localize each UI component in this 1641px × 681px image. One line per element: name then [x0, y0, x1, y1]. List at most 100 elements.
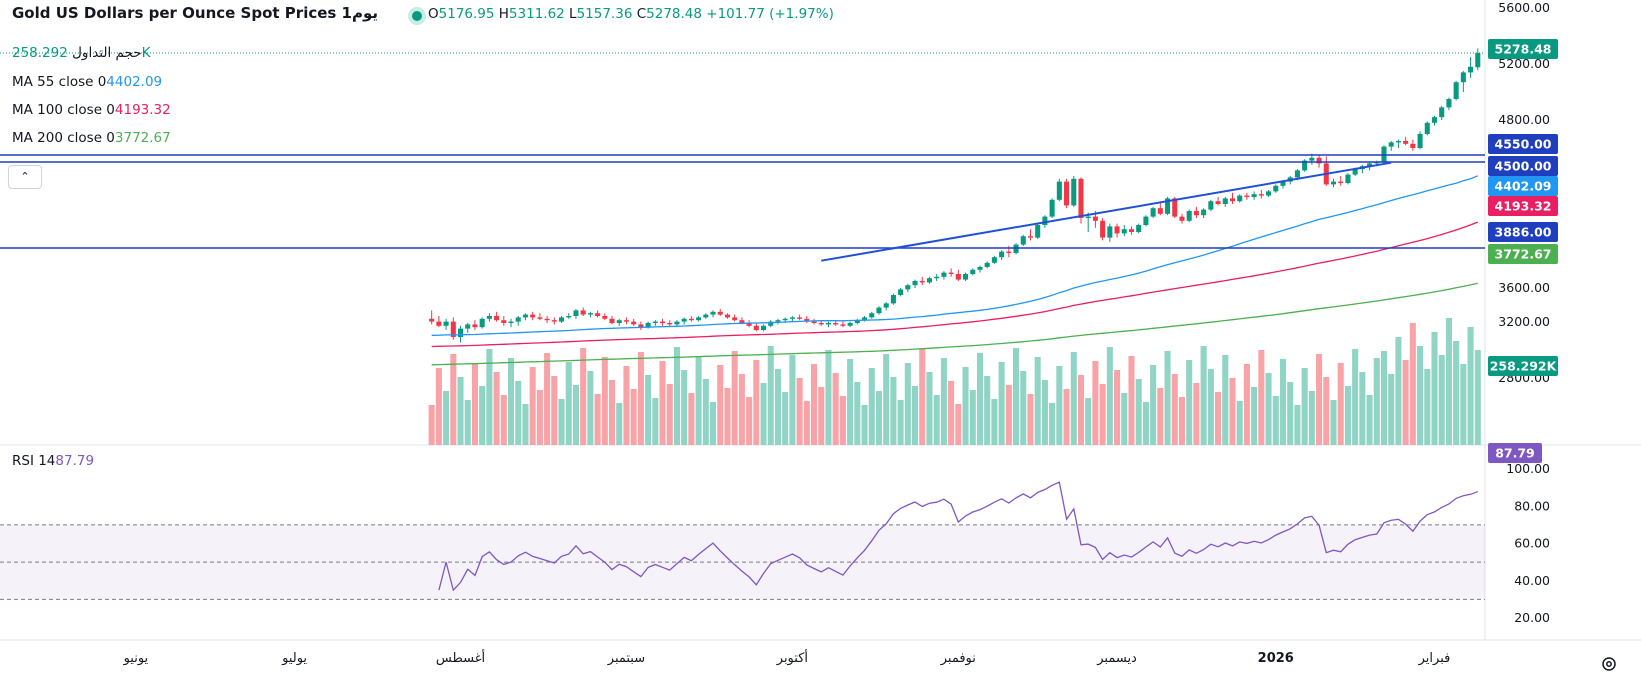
low-value: 5157.36: [576, 6, 633, 22]
candle-body: [1229, 198, 1236, 202]
volume-bar: [933, 395, 940, 445]
ma55-legend[interactable]: MA 55 close 04402.09: [12, 73, 162, 91]
candle-body: [775, 320, 781, 322]
candle-body: [963, 274, 969, 280]
volume-bar: [565, 362, 572, 445]
high-value: 5311.62: [508, 6, 565, 22]
time-axis-label: يوليو: [281, 651, 307, 666]
volume-bar: [681, 370, 688, 445]
time-axis-label: سبتمبر: [607, 651, 645, 666]
volume-bar: [948, 381, 955, 445]
collapse-legend-button[interactable]: ⌃: [8, 165, 42, 189]
candle-body: [522, 314, 528, 318]
volume-bar: [1359, 372, 1366, 445]
candle-body: [559, 317, 565, 322]
settings-gear-icon[interactable]: [1600, 655, 1618, 673]
volume-bar: [1453, 341, 1460, 445]
rsi-tick-label: 60.00: [1514, 536, 1550, 551]
volume-bar: [695, 356, 702, 445]
candle-body: [1107, 226, 1113, 238]
volume-bar: [1106, 347, 1113, 445]
candle-body: [681, 318, 687, 322]
volume-bar: [746, 397, 753, 445]
trendline: [821, 161, 1392, 262]
price-label-box: [1488, 39, 1558, 59]
volume-bar: [760, 383, 767, 445]
candle-body: [429, 318, 435, 322]
volume-bar: [1171, 374, 1178, 445]
volume-bar: [1200, 346, 1207, 445]
candle-body: [840, 324, 846, 326]
rsi-label: RSI 14: [12, 453, 56, 469]
volume-bar: [1215, 392, 1222, 445]
volume-bar: [443, 391, 450, 445]
candle-body: [1071, 178, 1077, 206]
volume-bar: [1099, 384, 1106, 445]
volume-bar: [919, 349, 926, 445]
ma200-value: 3772.67: [114, 130, 171, 146]
volume-bar: [1049, 403, 1056, 445]
volume-bar: [464, 400, 471, 445]
candle-body: [1453, 82, 1459, 99]
candle-body: [674, 321, 680, 325]
price-label-box: [1488, 134, 1558, 154]
candle-body: [1035, 225, 1041, 238]
time-axis-label: أغسطس: [436, 649, 485, 666]
volume-bar: [1265, 373, 1272, 445]
volume-bar: [854, 382, 861, 445]
volume-label-box: [1488, 356, 1558, 376]
ma200-label: MA 200 close 0: [12, 130, 115, 146]
volume-bar: [1445, 318, 1452, 445]
volume-bar: [1279, 359, 1287, 445]
candle-body: [1150, 208, 1156, 217]
rsi-legend[interactable]: RSI 1487.79: [12, 452, 94, 470]
volume-bar: [1114, 370, 1121, 445]
candle-body: [1352, 169, 1358, 175]
ma200-legend[interactable]: MA 200 close 03772.67: [12, 129, 171, 147]
volume-bar: [1272, 396, 1279, 445]
ma100-legend[interactable]: MA 100 close 04193.32: [12, 101, 171, 119]
candle-body: [580, 310, 586, 315]
candle-body: [753, 325, 759, 330]
candle-body: [1157, 208, 1163, 214]
volume-bar: [1301, 368, 1308, 445]
candle-body: [1172, 198, 1178, 217]
candle-body: [1460, 72, 1466, 83]
price-label-text: 5278.48: [1495, 42, 1552, 57]
volume-legend[interactable]: حجم التداول 258.292K: [12, 44, 150, 62]
volume-bar: [883, 354, 890, 445]
candle-body: [984, 262, 990, 267]
ma55-label: MA 55 close 0: [12, 74, 107, 90]
candle-body: [1078, 178, 1084, 218]
price-label-level: 3886.00: [1488, 222, 1558, 242]
price-label-text: 4500.00: [1495, 159, 1552, 174]
ma100-label: MA 100 close 0: [12, 102, 115, 118]
candle-body: [1302, 160, 1308, 171]
candle-body: [876, 307, 882, 314]
ma100-value: 4193.32: [114, 102, 171, 118]
volume-bar: [890, 377, 897, 445]
volume-bar: [1077, 375, 1085, 445]
ohlc-readout: O5176.95 H5311.62 L5157.36 C5278.48 +101…: [428, 6, 834, 22]
price-label-box: [1488, 196, 1558, 216]
open-value: 5176.95: [438, 6, 495, 22]
candle-body: [652, 321, 658, 323]
candle-body: [494, 316, 500, 321]
candle-body: [789, 317, 795, 319]
candle-body: [1309, 157, 1315, 161]
candle-body: [1258, 194, 1264, 196]
volume-bar: [962, 367, 969, 445]
candle-body: [1439, 107, 1445, 118]
volume-bar: [1323, 377, 1330, 445]
close-value: 5278.48: [646, 6, 702, 22]
volume-bar: [731, 351, 738, 445]
candle-body: [1280, 181, 1286, 186]
volume-bar: [1388, 374, 1395, 445]
ma55-value: 4402.09: [106, 74, 163, 90]
volume-bar: [1352, 349, 1359, 445]
candle-body: [991, 257, 997, 263]
price-tick-label: 5200.00: [1498, 56, 1550, 71]
volume-bar: [1121, 393, 1128, 445]
